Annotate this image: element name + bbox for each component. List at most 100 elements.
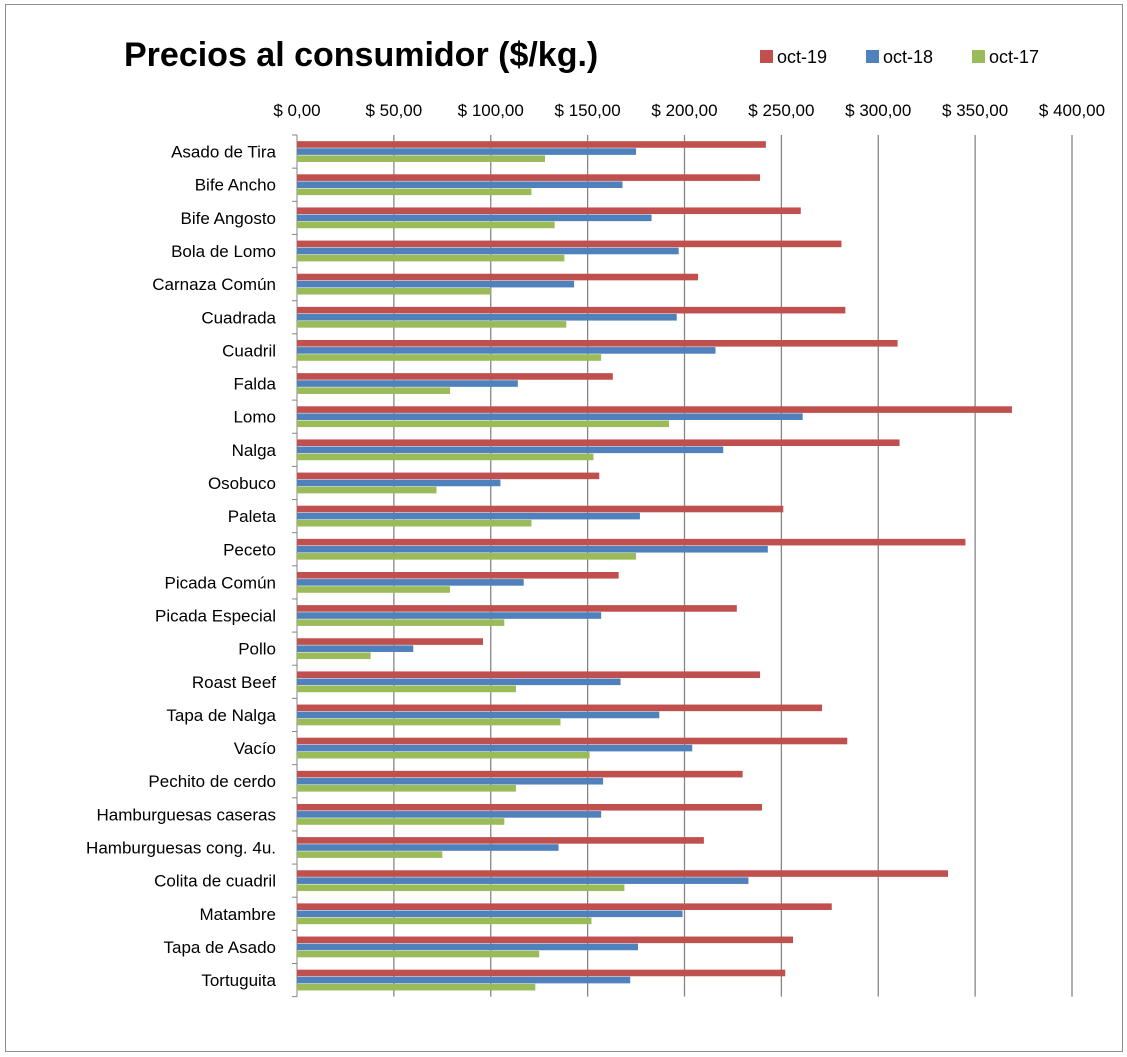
bar-cuadril-oct-17 [297, 354, 602, 361]
bar-picada-comun-oct-18 [297, 579, 524, 586]
bar-picada-especial-oct-18 [297, 612, 602, 619]
x-axis-ticks: $ 0,00 $ 50,00 $ 100,00 $ 150,00 $ 200,00 $ 2… [273, 101, 1105, 120]
category-label-pollo: Pollo [238, 640, 276, 659]
bar-tapa-de-nalga-oct-19 [297, 704, 823, 712]
bar-carnaza-comun-oct-17 [297, 287, 491, 295]
category-label-matambre: Matambre [199, 905, 276, 924]
bar-pechito-de-cerdo-oct-19 [297, 770, 743, 778]
bar-colita-de-cuadril-oct-19 [297, 870, 948, 877]
x-tick-label: $ 350,00 [942, 101, 1008, 120]
bar-cuadril-oct-18 [297, 347, 716, 354]
legend-label: oct-18 [883, 47, 933, 67]
bar-paleta-oct-19 [297, 505, 784, 513]
category-label-tortuguita: Tortuguita [201, 971, 276, 990]
bar-tortuguita-oct-17 [297, 983, 536, 991]
bar-roast-beef-oct-19 [297, 671, 761, 679]
category-label-hamburguesas-cong-4u: Hamburguesas cong. 4u. [86, 839, 276, 858]
category-label-paleta: Paleta [228, 507, 277, 526]
chart-title: Precios al consumidor ($/kg.) [124, 36, 598, 74]
bar-osobuco-oct-19 [297, 472, 600, 480]
bar-bife-ancho-oct-17 [297, 188, 532, 196]
bar-bife-angosto-oct-17 [297, 221, 555, 229]
bar-paleta-oct-17 [297, 519, 532, 527]
bar-hamburguesas-caseras-oct-17 [297, 818, 505, 825]
category-label-lomo: Lomo [233, 408, 276, 427]
bar-cuadril-oct-19 [297, 340, 898, 347]
bar-matambre-oct-19 [297, 903, 832, 910]
category-label-roast-beef: Roast Beef [192, 673, 276, 692]
bar-cuadrada-oct-18 [297, 313, 677, 321]
bar-vacio-oct-17 [297, 751, 590, 759]
category-label-peceto: Peceto [223, 540, 276, 559]
bar-falda-oct-19 [297, 373, 613, 380]
bar-colita-de-cuadril-oct-18 [297, 877, 749, 884]
bar-nalga-oct-19 [297, 439, 900, 447]
category-label-picada-especial: Picada Especial [155, 607, 276, 626]
category-label-pechito-de-cerdo: Pechito de cerdo [148, 772, 276, 791]
category-label-hamburguesas-caseras: Hamburguesas caseras [96, 805, 276, 824]
bar-picada-comun-oct-19 [297, 571, 619, 579]
bar-tapa-de-nalga-oct-18 [297, 711, 660, 719]
bar-nalga-oct-18 [297, 446, 724, 454]
bar-carnaza-comun-oct-18 [297, 280, 575, 288]
bar-bife-angosto-oct-19 [297, 207, 801, 215]
x-tick-label: $ 200,00 [651, 101, 717, 120]
bar-hamburguesas-caseras-oct-18 [297, 811, 602, 818]
grid-lines [296, 135, 1073, 997]
bar-pollo-oct-17 [297, 652, 371, 660]
bar-lomo-oct-17 [297, 420, 669, 428]
bars [297, 141, 1012, 991]
bar-peceto-oct-17 [297, 553, 637, 560]
bar-pollo-oct-18 [297, 645, 414, 652]
legend-label: oct-17 [989, 47, 1039, 67]
category-label-nalga: Nalga [232, 441, 277, 460]
category-label-carnaza-comun: Carnaza Común [152, 275, 276, 294]
legend-item-oct-18: oct-18 [866, 47, 933, 67]
legend-swatch [972, 50, 985, 63]
bar-vacio-oct-19 [297, 737, 848, 745]
x-tick-label: $ 50,00 [366, 101, 423, 120]
bar-bola-de-lomo-oct-17 [297, 254, 565, 262]
legend-item-oct-17: oct-17 [972, 47, 1039, 67]
bar-cuadrada-oct-19 [297, 306, 846, 314]
bar-nalga-oct-17 [297, 453, 594, 461]
bar-matambre-oct-18 [297, 910, 683, 918]
legend-item-oct-19: oct-19 [760, 47, 827, 67]
legend-swatch [866, 50, 879, 63]
bar-lomo-oct-18 [297, 413, 803, 420]
category-label-bife-ancho: Bife Ancho [195, 176, 276, 195]
category-label-tapa-de-nalga: Tapa de Nalga [166, 706, 276, 725]
bar-hamburguesas-cong-4u-oct-17 [297, 851, 443, 858]
category-label-bola-de-lomo: Bola de Lomo [171, 242, 276, 261]
bar-lomo-oct-19 [297, 406, 1012, 413]
bar-pechito-de-cerdo-oct-18 [297, 777, 604, 785]
bar-tortuguita-oct-18 [297, 976, 631, 984]
bar-picada-especial-oct-17 [297, 619, 505, 626]
bar-asado-de-tira-oct-19 [297, 141, 766, 148]
bar-colita-de-cuadril-oct-17 [297, 884, 625, 892]
bar-osobuco-oct-17 [297, 486, 437, 494]
category-label-bife-angosto: Bife Angosto [181, 209, 276, 228]
bar-peceto-oct-18 [297, 545, 768, 553]
bar-peceto-oct-19 [297, 538, 966, 546]
bar-matambre-oct-17 [297, 917, 592, 925]
bar-vacio-oct-18 [297, 744, 693, 752]
category-label-colita-de-cuadril: Colita de cuadril [154, 872, 276, 891]
x-tick-label: $ 100,00 [458, 101, 524, 120]
category-label-cuadrada: Cuadrada [201, 308, 276, 327]
bar-hamburguesas-caseras-oct-19 [297, 803, 762, 811]
bar-tortuguita-oct-19 [297, 969, 786, 977]
legend-swatch [760, 50, 773, 63]
bar-tapa-de-asado-oct-18 [297, 943, 638, 951]
y-axis-categories: Asado de Tira Bife Ancho Bife Angosto Bola … [86, 134, 297, 998]
bar-tapa-de-asado-oct-19 [297, 936, 793, 944]
bar-hamburguesas-cong-4u-oct-19 [297, 837, 704, 844]
bar-bife-ancho-oct-18 [297, 181, 623, 189]
bar-bife-angosto-oct-18 [297, 214, 652, 222]
bar-bife-ancho-oct-19 [297, 174, 761, 181]
category-label-asado-de-tira: Asado de Tira [171, 143, 276, 162]
bar-hamburguesas-cong-4u-oct-18 [297, 844, 559, 851]
bar-asado-de-tira-oct-17 [297, 155, 545, 162]
bar-pechito-de-cerdo-oct-17 [297, 785, 516, 792]
